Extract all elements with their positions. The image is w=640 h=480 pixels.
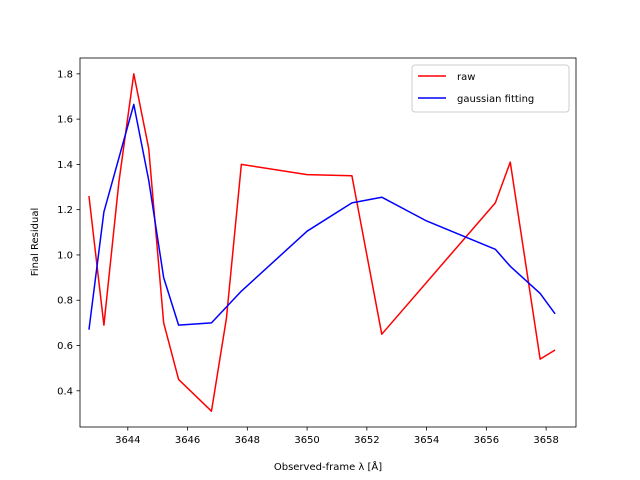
x-tick-label: 3652 <box>354 435 379 446</box>
x-tick-label: 3648 <box>235 435 260 446</box>
x-tick-label: 3656 <box>474 435 499 446</box>
x-tick-label: 3650 <box>294 435 319 446</box>
y-tick-label: 0.4 <box>57 386 73 397</box>
legend: raw gaussian fitting <box>411 64 570 113</box>
plot-frame <box>79 57 577 428</box>
x-tick-label: 3646 <box>175 435 200 446</box>
y-axis-label: Final Residual <box>30 208 41 276</box>
y-tick-label: 0.8 <box>57 296 73 307</box>
legend-label-gaussian: gaussian fitting <box>457 94 534 105</box>
y-tick-label: 1.2 <box>57 205 73 216</box>
x-tick-label: 3654 <box>414 435 439 446</box>
y-tick-label: 0.6 <box>57 341 73 352</box>
x-tick-label: 3644 <box>115 435 140 446</box>
y-tick-label: 1.6 <box>57 115 73 126</box>
x-axis-label: Observed-frame λ [Å] <box>274 460 382 473</box>
y-tick-label: 1.4 <box>57 160 73 171</box>
legend-box <box>411 64 570 113</box>
y-tick-label: 1.8 <box>57 69 73 80</box>
y-tick-label: 1.0 <box>57 250 73 261</box>
plot-lines <box>88 73 556 412</box>
y-axis: 0.4 0.6 0.8 1.0 1.2 1.4 1.6 1.8 <box>57 69 80 397</box>
legend-label-raw: raw <box>457 72 475 83</box>
series-line-raw <box>88 73 556 412</box>
x-axis: 3644 3646 3648 3650 3652 3654 3656 3658 <box>115 427 559 446</box>
series-line-gaussian-fitting <box>88 103 556 330</box>
x-tick-label: 3658 <box>533 435 558 446</box>
